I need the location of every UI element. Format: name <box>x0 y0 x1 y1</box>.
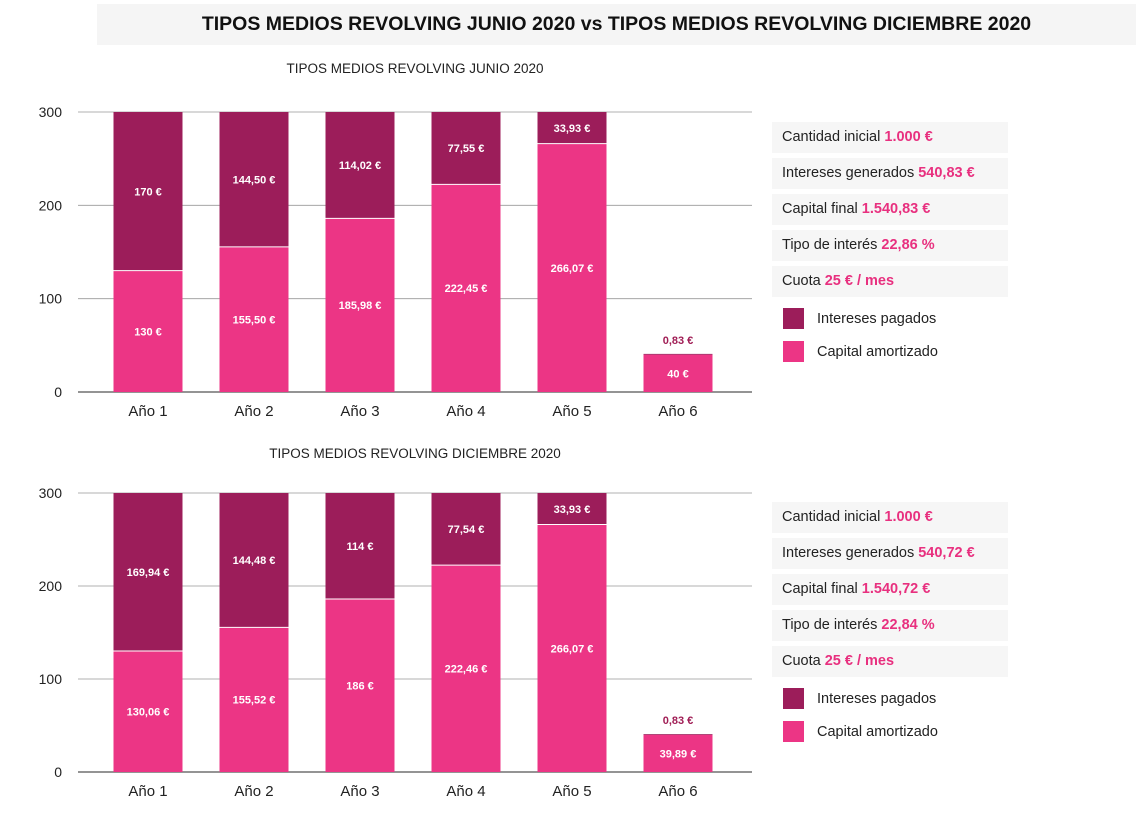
info-intereses-generados: Intereses generados 540,72 € <box>772 538 1008 569</box>
data-label-intereses: 33,93 € <box>554 123 591 135</box>
bar-capital <box>325 218 395 392</box>
y-tick-label: 100 <box>39 291 63 307</box>
data-label-capital: 155,50 € <box>233 314 276 326</box>
y-tick-label: 100 <box>39 671 63 687</box>
x-tick-label: Año 3 <box>340 403 379 420</box>
bar-intereses <box>219 493 289 628</box>
bar-intereses <box>113 112 183 271</box>
bar-capital <box>431 184 501 392</box>
data-label-intereses: 144,50 € <box>233 174 276 186</box>
info-tipo-interes: Tipo de interés 22,84 % <box>772 610 1008 641</box>
bar-capital <box>537 524 607 772</box>
x-tick-label: Año 1 <box>128 403 167 420</box>
data-label-capital: 186 € <box>346 681 374 693</box>
bar-capital <box>219 627 289 772</box>
x-tick-label: Año 3 <box>340 783 379 800</box>
bar-capital <box>219 246 289 392</box>
x-tick-label: Año 6 <box>658 403 697 420</box>
info-cuota: Cuota 25 € / mes <box>772 646 1008 677</box>
data-label-capital: 39,89 € <box>660 748 697 760</box>
info-capital-final: Capital final 1.540,83 € <box>772 194 1008 225</box>
data-label-capital: 222,46 € <box>445 664 488 676</box>
page-title: TIPOS MEDIOS REVOLVING JUNIO 2020 vs TIP… <box>201 13 1032 35</box>
bar-capital <box>537 143 607 392</box>
info-cuota: Cuota 25 € / mes <box>772 266 1008 297</box>
data-label-intereses: 144,48 € <box>233 555 276 567</box>
data-label-intereses: 114 € <box>347 541 374 553</box>
bar-intereses <box>431 493 501 566</box>
bar-capital <box>113 270 183 392</box>
bar-capital <box>643 734 713 772</box>
data-label-capital: 266,07 € <box>551 643 594 655</box>
bar-intereses <box>643 734 713 735</box>
legend-capital: Capital amortizado <box>772 715 1008 748</box>
y-tick-label: 300 <box>39 485 63 501</box>
legend-swatch-capital <box>783 721 804 742</box>
legend-intereses: Intereses pagados <box>772 302 1008 335</box>
data-label-intereses: 0,83 € <box>663 335 694 347</box>
data-label-capital: 222,45 € <box>445 283 488 295</box>
data-label-intereses: 77,54 € <box>448 524 485 536</box>
bar-capital <box>325 599 395 772</box>
bar-intereses <box>537 112 607 144</box>
x-tick-label: Año 5 <box>552 783 591 800</box>
x-tick-label: Año 2 <box>234 403 273 420</box>
info-cantidad-inicial: Cantidad inicial 1.000 € <box>772 122 1008 153</box>
bar-intereses <box>325 112 395 219</box>
x-tick-label: Año 4 <box>446 783 485 800</box>
x-tick-label: Año 6 <box>658 783 697 800</box>
info-panel-diciembre: Cantidad inicial 1.000 € Intereses gener… <box>772 502 1008 748</box>
legend-swatch-intereses <box>783 308 804 329</box>
data-label-intereses: 0,83 € <box>663 715 694 727</box>
data-label-capital: 130,06 € <box>127 707 170 719</box>
info-panel-junio: Cantidad inicial 1.000 € Intereses gener… <box>772 122 1008 368</box>
chart-title-diciembre: TIPOS MEDIOS REVOLVING DICIEMBRE 2020 <box>269 446 561 461</box>
y-tick-label: 0 <box>54 764 62 780</box>
x-tick-label: Año 5 <box>552 403 591 420</box>
legend-intereses: Intereses pagados <box>772 682 1008 715</box>
bar-intereses <box>325 493 395 600</box>
info-tipo-interes: Tipo de interés 22,86 % <box>772 230 1008 261</box>
x-tick-label: Año 4 <box>446 403 485 420</box>
legend-capital: Capital amortizado <box>772 335 1008 368</box>
data-label-intereses: 169,94 € <box>127 567 170 579</box>
data-label-intereses: 77,55 € <box>448 143 485 155</box>
bar-capital <box>113 651 183 772</box>
info-cantidad-inicial: Cantidad inicial 1.000 € <box>772 502 1008 533</box>
title-bar <box>97 4 1136 45</box>
data-label-capital: 266,07 € <box>551 263 594 275</box>
bar-intereses <box>113 493 183 652</box>
bar-capital <box>431 565 501 772</box>
y-tick-label: 300 <box>39 104 63 120</box>
legend-swatch-intereses <box>783 688 804 709</box>
data-label-intereses: 170 € <box>134 186 162 198</box>
bar-intereses <box>431 112 501 185</box>
data-label-capital: 130 € <box>134 326 162 338</box>
info-intereses-generados: Intereses generados 540,83 € <box>772 158 1008 189</box>
bar-capital <box>643 354 713 392</box>
x-tick-label: Año 2 <box>234 783 273 800</box>
chart-title-junio: TIPOS MEDIOS REVOLVING JUNIO 2020 <box>286 61 544 76</box>
bar-intereses <box>643 353 713 355</box>
bar-chart-junio: 0 100 200 300 130 € 170 € Año 1 155,50 € 144,50 … <box>39 104 752 420</box>
y-tick-label: 200 <box>39 578 63 594</box>
data-label-capital: 185,98 € <box>339 300 382 312</box>
data-label-capital: 40 € <box>667 368 688 380</box>
legend-swatch-capital <box>783 341 804 362</box>
bar-chart-diciembre: 0 100 200 300 130,06 € 169,94 € Año 1 155,52 € 1… <box>39 485 752 800</box>
bar-intereses <box>537 493 607 525</box>
data-label-intereses: 33,93 € <box>554 504 591 516</box>
data-label-capital: 155,52 € <box>233 695 276 707</box>
bar-intereses <box>219 112 289 247</box>
y-tick-label: 0 <box>54 384 62 400</box>
y-tick-label: 200 <box>39 197 63 213</box>
x-tick-label: Año 1 <box>128 783 167 800</box>
info-capital-final: Capital final 1.540,72 € <box>772 574 1008 605</box>
data-label-intereses: 114,02 € <box>339 160 381 172</box>
